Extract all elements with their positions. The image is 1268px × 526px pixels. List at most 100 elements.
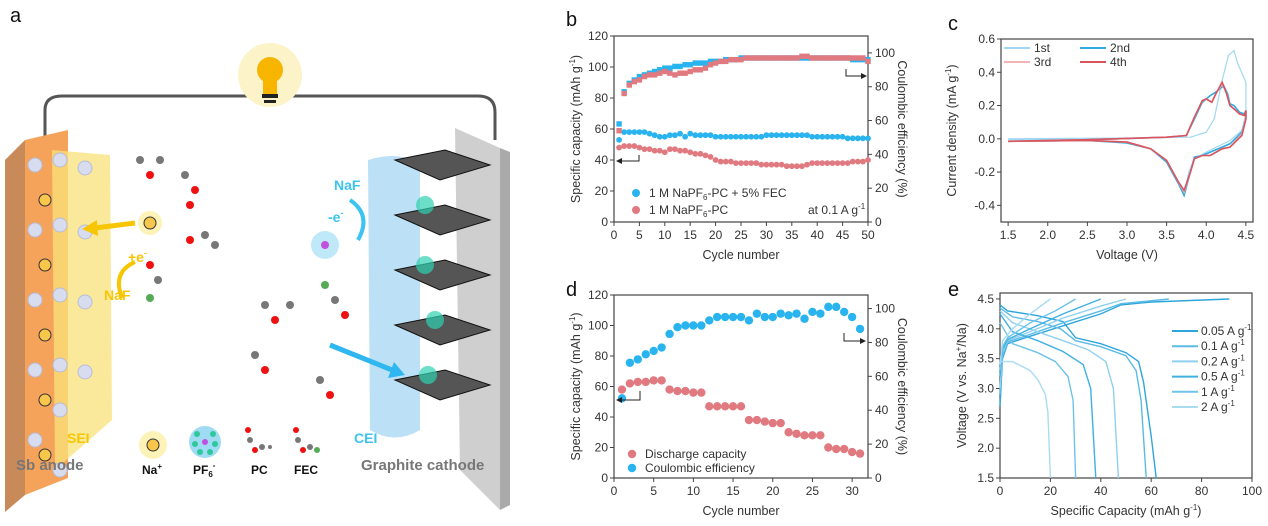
data-point <box>768 161 775 168</box>
data-point <box>799 53 805 59</box>
data-point <box>697 60 704 66</box>
data-point <box>748 133 755 140</box>
x-axis-title: Specific Capacity (mAh g-1) <box>1051 503 1202 518</box>
data-point <box>616 136 622 143</box>
y-axis-title: Specific capacity (mAh g-1) <box>568 312 583 460</box>
data-point <box>707 62 714 68</box>
data-point <box>792 429 801 438</box>
data-point <box>657 343 666 352</box>
data-point <box>689 321 698 330</box>
legend-label: 1 M NaPF6-PC <box>649 203 728 219</box>
x-tick-label: 60 <box>1145 484 1159 498</box>
x-tick-label: 30 <box>845 484 859 498</box>
data-point <box>738 160 744 167</box>
data-point <box>773 55 780 61</box>
y2-tick-label: 100 <box>875 46 895 60</box>
data-point <box>633 377 643 387</box>
data-point <box>854 158 861 165</box>
legend-label: 0.5 A g-1 <box>1201 369 1245 384</box>
data-point <box>636 129 643 136</box>
data-point <box>717 133 724 140</box>
data-point <box>697 132 704 139</box>
data-point <box>736 402 746 411</box>
legend-label: 1 M NaPF6-PC + 5% FEC <box>649 186 787 202</box>
data-point <box>626 143 633 149</box>
x-tick-label: 3.5 <box>1158 228 1175 242</box>
panel-letter-c: c <box>948 13 958 35</box>
data-point <box>692 60 698 66</box>
x-tick-label: 3.0 <box>1119 228 1136 242</box>
data-point <box>712 312 722 322</box>
plus-e-label: +e- <box>128 248 147 265</box>
data-point <box>768 55 775 61</box>
data-point <box>728 56 734 63</box>
data-point <box>768 418 777 428</box>
data-point <box>665 385 674 394</box>
data-point <box>667 70 673 76</box>
data-point <box>776 418 785 428</box>
data-point <box>784 311 793 320</box>
chart-b: 0 5 10 15 20 25 30 35 40 45 5002040608010012002040… <box>568 29 909 262</box>
y2-tick-label: 40 <box>875 147 889 161</box>
y-tick-label: 120 <box>588 29 608 43</box>
data-point <box>784 428 793 437</box>
x-tick-label: 15 <box>684 228 698 242</box>
oxidation-arrow <box>348 198 366 241</box>
data-point <box>758 55 765 61</box>
data-point <box>672 72 678 78</box>
charge-curve <box>999 298 1169 395</box>
series-2 <box>616 55 871 127</box>
data-point <box>865 58 871 65</box>
y-tick-label: 120 <box>588 288 608 302</box>
pf6-migration-arrow <box>329 342 393 373</box>
data-point <box>804 161 810 168</box>
data-point <box>631 78 638 85</box>
data-point <box>733 133 739 140</box>
data-point <box>839 133 846 140</box>
data-point <box>677 147 683 154</box>
data-point <box>717 58 724 65</box>
y2-tick-label: 20 <box>875 181 889 195</box>
data-point <box>728 402 738 411</box>
data-point <box>641 73 648 80</box>
data-point <box>850 55 856 61</box>
data-point <box>793 163 800 170</box>
y-tick-label: 4.0 <box>977 322 994 336</box>
data-point <box>702 132 709 139</box>
y-tick-label: -0.4 <box>974 198 995 212</box>
legend-marker <box>632 189 640 197</box>
data-point <box>662 65 668 71</box>
right-axis-arrow-icon <box>845 69 863 77</box>
data-point <box>682 133 689 140</box>
data-point <box>705 316 714 325</box>
data-point <box>626 129 633 136</box>
data-point <box>681 321 690 330</box>
data-point <box>793 132 800 139</box>
arrowhead <box>861 73 867 79</box>
x-tick-label: 4.0 <box>1198 228 1215 242</box>
y-tick-label: 1.5 <box>977 471 994 485</box>
data-point <box>687 130 694 137</box>
data-point <box>672 132 678 139</box>
data-point <box>809 55 815 61</box>
data-point <box>855 324 865 334</box>
data-point <box>712 402 722 411</box>
data-point <box>692 67 698 73</box>
y-tick-label: 60 <box>595 122 609 136</box>
legend-label: 1st <box>1034 41 1051 55</box>
data-point <box>667 65 673 71</box>
data-point <box>722 133 729 140</box>
data-point <box>677 63 683 70</box>
data-point <box>666 132 673 139</box>
x-tick-label: 2.0 <box>1039 228 1056 242</box>
y2-axis-title: Coulombic efficiency (%) <box>895 60 909 197</box>
x-tick-label: 25 <box>806 484 820 498</box>
data-point <box>646 146 653 153</box>
data-point <box>641 350 650 359</box>
data-point <box>705 402 714 411</box>
data-point <box>720 312 730 322</box>
fec-legend-label: FEC <box>294 463 318 477</box>
data-point <box>673 386 682 396</box>
y-tick-label: 20 <box>595 184 609 198</box>
